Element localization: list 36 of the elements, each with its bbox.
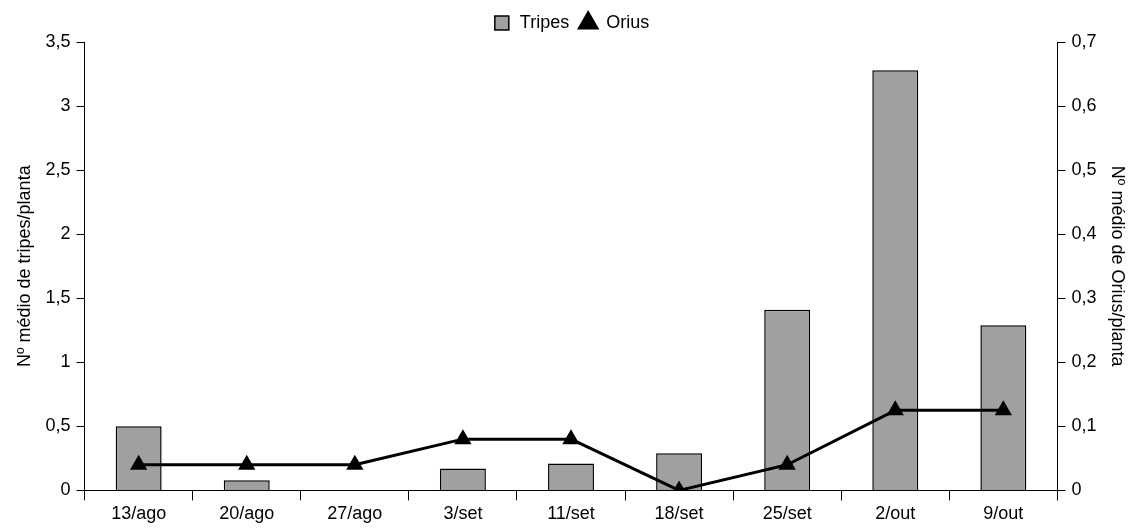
x-tick-label: 20/ago [219,503,275,524]
legend-label: Tripes [519,11,570,32]
x-tick-label: 13/ago [111,503,167,524]
y-tick-label: 0,5 [45,415,71,436]
y2-tick-label: 0,3 [1071,287,1097,308]
y2-tick-label: 0,7 [1071,30,1097,51]
x-tick-label: 2/out [875,503,916,524]
y2-tick-label: 0,6 [1071,95,1097,116]
y2-tick-label: 0,4 [1071,223,1097,244]
x-tick-label: 3/set [443,503,483,524]
y2-tick-label: 0,2 [1071,351,1097,372]
y-tick-label: 3,5 [45,30,71,51]
x-tick-label: 18/set [654,503,704,524]
y-axis-title: Nº médio de tripes/planta [13,164,34,368]
point [347,456,363,470]
x-tick-label: 27/ago [327,503,383,524]
y2-tick-label: 0,5 [1071,159,1097,180]
y-tick-label: 2,5 [45,159,71,180]
point [563,430,579,445]
point [239,456,255,470]
x-tick-label: 9/out [983,503,1024,524]
y2-tick-label: 0 [1071,479,1082,500]
y-tick-label: 1,5 [45,287,71,308]
x-tick-label: 25/set [762,503,812,524]
point [455,430,471,445]
y-tick-label: 3 [60,95,71,116]
point [779,456,795,470]
y-tick-label: 2 [60,223,71,244]
legend-label: Orius [606,11,650,32]
x-tick-label: 11/set [547,503,595,524]
y-tick-label: 0 [60,479,71,500]
point [995,401,1011,416]
y2-axis-title: Nº médio de Orius/planta [1108,165,1129,368]
y2-tick-label: 0,1 [1071,415,1097,436]
point [887,401,903,416]
y-tick-label: 1 [60,351,71,372]
